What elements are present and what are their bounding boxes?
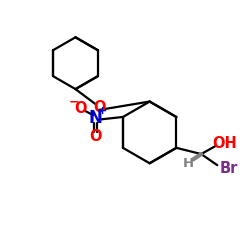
Text: Br: Br <box>219 162 238 176</box>
Text: H: H <box>182 158 194 170</box>
Text: N: N <box>89 109 103 127</box>
Text: O: O <box>94 100 106 115</box>
Text: O: O <box>90 129 102 144</box>
Text: OH: OH <box>212 136 237 151</box>
Text: −: − <box>68 96 79 108</box>
Text: O: O <box>74 101 87 116</box>
Text: +: + <box>98 106 107 116</box>
